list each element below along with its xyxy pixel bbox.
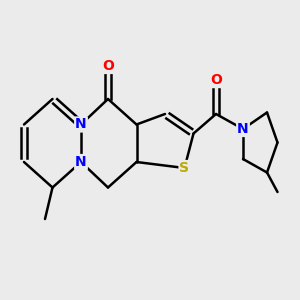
Text: N: N	[75, 155, 87, 169]
Text: N: N	[237, 122, 249, 136]
Text: N: N	[75, 118, 87, 131]
Text: O: O	[102, 59, 114, 73]
Text: S: S	[179, 161, 190, 175]
Text: O: O	[210, 73, 222, 87]
